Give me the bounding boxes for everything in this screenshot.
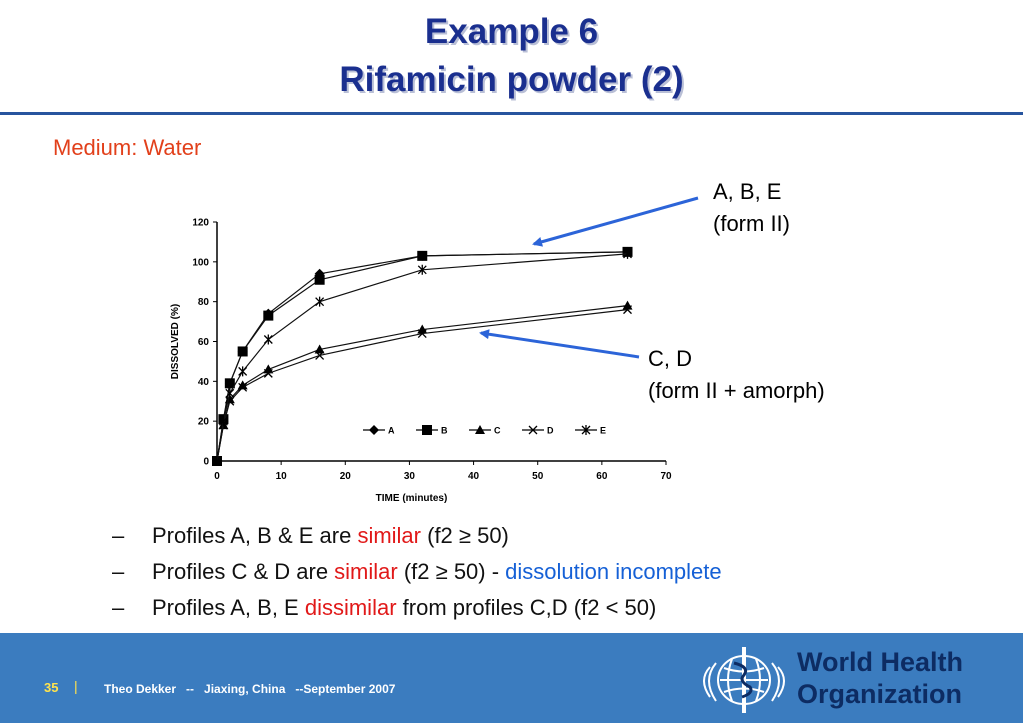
data-point-e	[225, 388, 235, 399]
legend-marker-e	[581, 425, 591, 435]
bullet-text: Profiles A, B, E	[152, 595, 305, 620]
y-tick-label: 80	[198, 297, 210, 308]
bullet-item: – Profiles A, B & E are similar (f2 ≥ 50)	[112, 518, 722, 554]
x-tick-label: 0	[214, 471, 220, 482]
y-tick-label: 120	[192, 218, 209, 229]
page-number: 35	[44, 680, 59, 695]
bullet-dash: –	[112, 559, 125, 584]
y-tick-label: 0	[203, 457, 209, 468]
abe-arrow	[532, 196, 699, 247]
data-point-c	[224, 394, 235, 404]
bullet-list: – Profiles A, B & E are similar (f2 ≥ 50)…	[112, 518, 722, 626]
bullet-highlight: similar	[334, 559, 398, 584]
bullet-item: – Profiles A, B, E dissimilar from profil…	[112, 590, 722, 626]
y-tick-label: 100	[192, 257, 209, 268]
legend-label-e: E	[600, 426, 606, 436]
bullet-text: Profiles A, B & E are	[152, 523, 358, 548]
who-logo-line2: Organization	[797, 679, 963, 709]
legend-label-c: C	[494, 426, 501, 436]
bullet-dash: –	[112, 523, 125, 548]
callout-abe-line2: (form II)	[713, 211, 790, 236]
slide-title-line1: Example 6	[424, 12, 599, 51]
data-point-d	[315, 350, 325, 360]
x-tick-label: 20	[340, 471, 352, 482]
legend-marker-a	[369, 425, 379, 435]
cd-arrow	[479, 329, 640, 359]
x-tick-label: 40	[468, 471, 480, 482]
x-tick-label: 50	[532, 471, 544, 482]
legend-label-d: D	[547, 426, 554, 436]
legend-label-b: B	[441, 426, 448, 436]
bullet-highlight: similar	[357, 523, 421, 548]
bullet-item: – Profiles C & D are similar (f2 ≥ 50) - …	[112, 554, 722, 590]
x-tick-label: 60	[596, 471, 608, 482]
legend-marker-c	[475, 425, 485, 434]
bullet-text: from profiles C,D (f2 < 50)	[396, 595, 657, 620]
who-emblem-icon	[703, 647, 785, 713]
data-point-e	[263, 334, 273, 345]
data-point-d	[238, 382, 248, 392]
bullet-dash: –	[112, 595, 125, 620]
y-tick-label: 60	[198, 337, 210, 348]
title-divider	[0, 112, 1023, 115]
series-line-e	[216, 253, 628, 462]
x-tick-label: 10	[276, 471, 288, 482]
footer-bar	[0, 633, 1023, 723]
data-point-b	[263, 310, 274, 321]
who-logo-text: World Health Organization	[797, 646, 963, 710]
data-point-c	[237, 380, 248, 390]
data-point-c	[314, 344, 325, 354]
bullet-text: Profiles C & D are	[152, 559, 335, 584]
data-point-e	[238, 366, 248, 377]
x-tick-label: 70	[660, 471, 672, 482]
bullet-text: (f2 ≥ 50) -	[397, 559, 506, 584]
legend-marker-d	[528, 425, 538, 435]
data-point-d	[263, 368, 273, 378]
bullet-highlight-blue: dissolution incomplete	[505, 559, 722, 584]
slide-title-line2: Rifamicin powder (2)	[339, 60, 684, 99]
legend-label-a: A	[388, 426, 395, 436]
series-line-d	[216, 309, 628, 462]
x-axis-label: TIME (minutes)	[376, 493, 448, 504]
data-point-d	[417, 329, 427, 338]
dissolution-chart: 0 20 40 60 80 100 120 0 10 20 30 40 50 60 70 TIME (minu…	[170, 218, 672, 505]
y-axis-label: DISSOLVED (%)	[170, 304, 181, 379]
data-point-e	[623, 248, 632, 259]
series-line-b	[216, 251, 628, 462]
x-tick-label: 30	[404, 471, 416, 482]
callout-abe: A, B, E (form II)	[713, 176, 790, 240]
callout-abe-line1: A, B, E	[713, 179, 782, 204]
data-point-b	[237, 346, 248, 357]
y-tick-label: 40	[198, 377, 210, 388]
data-point-e	[212, 456, 222, 466]
data-point-e	[315, 296, 325, 307]
presenter-info: Theo Dekker -- Jiaxing, China --Septembe…	[104, 682, 396, 696]
chart-panel: 0 20 40 60 80 100 120 0 10 20 30 40 50 60 70 TIME (minu…	[128, 205, 691, 513]
legend-marker-b	[422, 425, 432, 435]
data-point-b	[417, 250, 428, 261]
callout-cd: C, D (form II + amorph)	[648, 343, 825, 407]
page-separator: |	[74, 678, 78, 694]
medium-label: Medium: Water	[53, 135, 202, 160]
data-point-b	[224, 378, 235, 389]
bullet-text: (f2 ≥ 50)	[421, 523, 509, 548]
data-point-e	[417, 264, 427, 275]
callout-cd-line2: (form II + amorph)	[648, 378, 825, 403]
data-point-d	[623, 305, 632, 315]
callout-cd-line1: C, D	[648, 346, 692, 371]
bullet-highlight: dissimilar	[304, 595, 397, 620]
data-point-b	[314, 274, 325, 285]
who-logo-line1: World Health	[797, 647, 964, 677]
y-tick-label: 20	[198, 417, 210, 428]
data-point-e	[218, 416, 228, 427]
